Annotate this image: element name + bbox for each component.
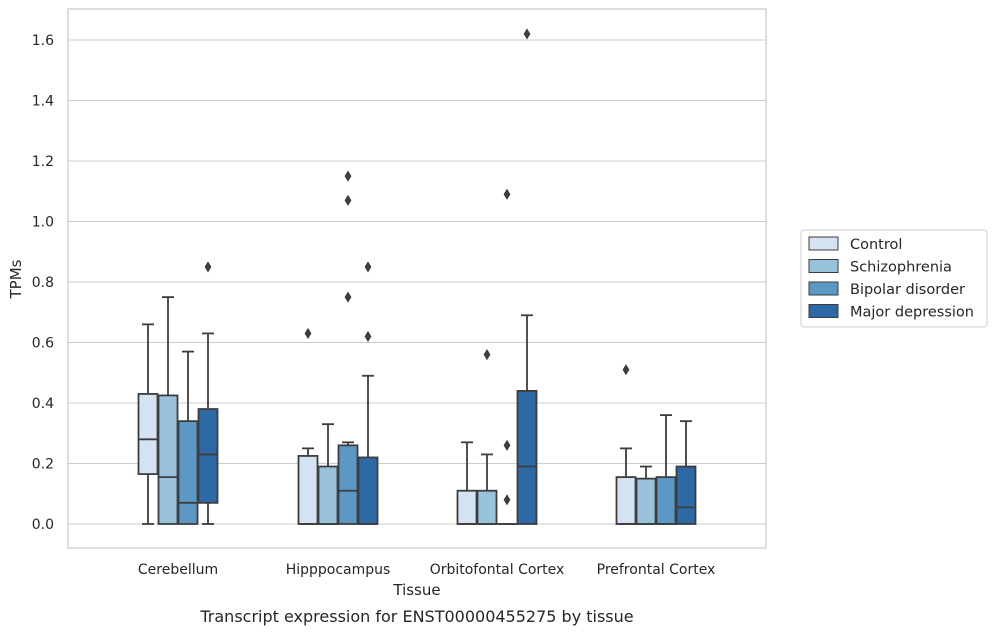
y-axis-title: TPMs [7, 259, 25, 299]
y-tick-label: 0.6 [32, 336, 54, 352]
x-tick-label: Hipppocampus [286, 562, 391, 578]
y-tick-labels: 0.0 0.2 0.4 0.6 0.8 1.0 1.2 1.4 1.6 [32, 33, 54, 533]
outlier-point [523, 28, 531, 40]
legend-label: Control [850, 237, 902, 253]
x-tick-label: Orbitofontal Cortex [430, 562, 565, 578]
box-major-depression [197, 261, 219, 525]
outlier-point [622, 364, 630, 376]
legend-label: Schizophrenia [850, 260, 952, 276]
box-series [137, 28, 697, 525]
box-bipolar-disorder [337, 170, 359, 525]
box-schizophrenia [317, 423, 339, 525]
box-iqr [177, 420, 199, 525]
outlier-point [503, 188, 511, 200]
y-tick-label: 1.0 [32, 215, 54, 231]
box-iqr [157, 394, 179, 525]
box-control [615, 364, 637, 525]
outlier-point [364, 261, 372, 273]
box-control [456, 441, 478, 525]
box-iqr [137, 393, 159, 475]
legend-label: Bipolar disorder [850, 282, 965, 298]
legend-label: Major depression [850, 305, 974, 321]
outlier-point [503, 439, 511, 452]
box-bipolar-disorder [177, 350, 199, 525]
box-iqr [615, 476, 637, 525]
outlier-point [204, 261, 212, 273]
box-control [137, 323, 159, 525]
box-iqr [197, 408, 219, 504]
legend-frame [800, 229, 988, 328]
box-schizophrenia [157, 296, 179, 525]
legend-swatch [808, 259, 839, 273]
box-schizophrenia [476, 348, 498, 525]
legend: Control Schizophrenia Bipolar disorder Majo… [800, 229, 988, 328]
y-tick-label: 1.2 [32, 154, 54, 170]
box-iqr [456, 489, 478, 525]
x-tick-label: Cerebellum [138, 562, 218, 578]
y-tick-label: 0.0 [32, 517, 54, 533]
y-tick-label: 0.2 [32, 457, 54, 473]
box-bipolar-disorder [655, 414, 677, 525]
box-major-depression [357, 261, 379, 525]
box-iqr [476, 489, 498, 525]
box-iqr [635, 477, 657, 525]
box-iqr [675, 465, 697, 525]
box-major-depression [675, 420, 697, 525]
legend-swatch [808, 281, 839, 296]
x-tick-labels: Cerebellum Hipppocampus Orbitofontal Corte… [138, 562, 715, 578]
y-tick-label: 1.4 [32, 94, 54, 110]
outlier-point [304, 327, 312, 340]
outlier-point [503, 494, 511, 506]
box-iqr [337, 444, 359, 525]
box-major-depression [516, 28, 538, 525]
outlier-point [483, 348, 491, 361]
box-iqr [655, 476, 677, 525]
outlier-point [364, 330, 372, 343]
box-iqr [297, 455, 319, 525]
outlier-point [344, 291, 352, 303]
x-axis-title: Tissue [392, 581, 440, 599]
chart-caption: Transcript expression for ENST0000045527… [199, 607, 633, 626]
outlier-point [344, 194, 352, 207]
box-control [297, 327, 319, 525]
outlier-point [344, 170, 352, 182]
legend-swatch [808, 236, 839, 251]
y-tick-label: 0.4 [32, 396, 54, 412]
box-bipolar-disorder [496, 188, 518, 525]
box-iqr [317, 465, 339, 525]
box-iqr [357, 456, 379, 525]
legend-swatch [808, 304, 839, 318]
box-schizophrenia [635, 465, 657, 525]
y-tick-label: 1.6 [32, 33, 54, 49]
y-tick-label: 0.8 [32, 275, 54, 291]
x-tick-label: Prefrontal Cortex [597, 562, 716, 578]
box-iqr [516, 389, 538, 525]
